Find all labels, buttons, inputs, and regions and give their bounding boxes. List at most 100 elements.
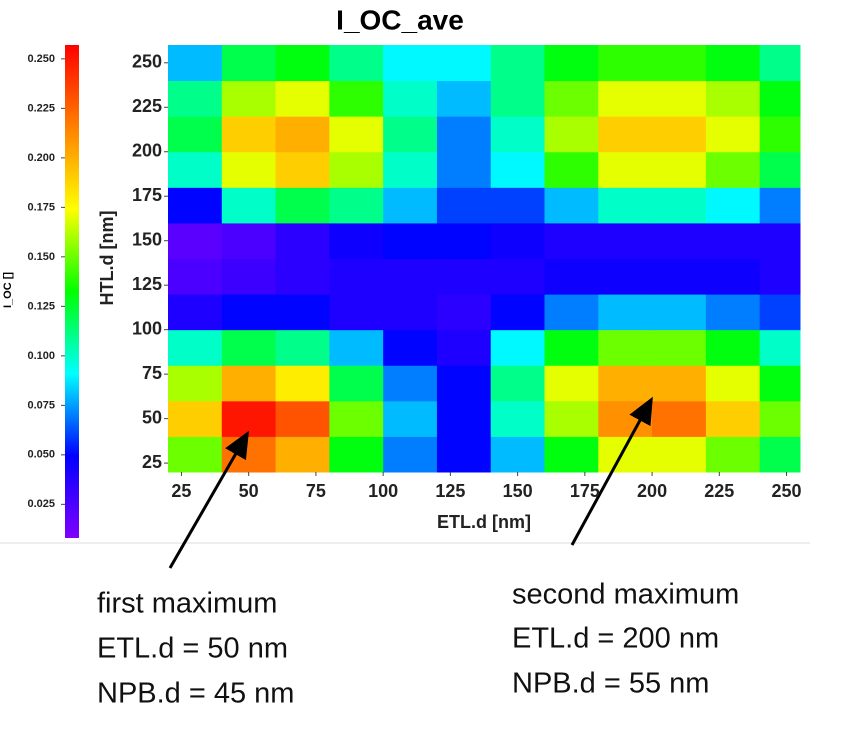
heatmap-cell [221,294,277,331]
heatmap-cell [436,329,492,366]
heatmap-cell [329,294,384,331]
heatmap-cell [705,116,761,153]
colorbar-tick-label: 0.075 [27,399,55,411]
heatmap-cell [598,400,653,437]
y-tick-label: 125 [132,274,162,294]
heatmap-cell [329,329,384,366]
heatmap-cell [705,365,761,402]
heatmap-cell [168,258,223,295]
heatmap-cell [275,187,330,224]
heatmap-cell [652,329,707,366]
heatmap-cell [705,329,761,366]
heatmap-cell [705,45,761,82]
heatmap-cell [275,436,330,473]
heatmap-cell [598,294,653,331]
heatmap-cell [221,400,277,437]
heatmap-cell [652,222,707,259]
heatmap-cell [652,258,707,295]
y-tick-label: 25 [142,452,162,472]
heatmap-cell [759,222,801,259]
heatmap-cell [490,436,546,473]
heatmap-cell [168,80,223,117]
heatmap-cell [221,222,277,259]
heatmap-cell [490,116,546,153]
heatmap-cell [383,187,438,224]
y-tick-label: 225 [132,96,162,116]
x-tick-label: 125 [435,481,465,501]
heatmap-cell [436,116,492,153]
heatmap-cell [168,294,223,331]
heatmap-cell [652,400,707,437]
y-tick-label: 250 [132,52,162,72]
heatmap-cell [544,222,599,259]
heatmap-cell [168,365,223,402]
heatmap-cell [759,329,801,366]
heatmap-cell [275,294,330,331]
heatmap-cell [329,436,384,473]
heatmap-cell [652,116,707,153]
heatmap-cell [759,258,801,295]
heatmap-cell [544,151,599,188]
heatmap-cell [275,116,330,153]
heatmap-cell [329,45,384,82]
heatmap-cell [598,187,653,224]
x-tick-label: 75 [306,481,326,501]
heatmap-cell [652,80,707,117]
heatmap-cell [759,187,801,224]
heatmap-cell [275,45,330,82]
y-axis-label: HTL.d [nm] [97,211,117,306]
arrow [168,430,249,569]
heatmap-cell [705,258,761,295]
annotation: first maximum [97,588,277,620]
x-tick-label: 250 [772,481,802,501]
heatmap-cell [221,187,277,224]
heatmap-cell [759,80,801,117]
heatmap-cell [221,258,277,295]
annotation: NPB.d = 45 nm [97,678,294,710]
heatmap-cell [168,436,223,473]
heatmap-cell [221,151,277,188]
heatmap-cell [544,187,599,224]
heatmap-cell [598,329,653,366]
heatmap-cell [383,45,438,82]
heatmap-cell [652,45,707,82]
heatmap-cell [705,187,761,224]
heatmap-cell [383,258,438,295]
heatmap-cell [490,222,546,259]
heatmap-cell [598,222,653,259]
heatmap-cell [544,258,599,295]
chart-title: I_OC_ave [336,4,464,35]
heatmap-cell [383,400,438,437]
colorbar-tick-label: 0.150 [27,251,55,263]
heatmap-cell [329,365,384,402]
heatmap-cell [383,222,438,259]
heatmap-cell [652,151,707,188]
heatmap-cell [221,45,277,82]
x-tick-label: 100 [368,481,398,501]
heatmap-cell [275,258,330,295]
heatmap-cell [383,294,438,331]
heatmap-cell [544,80,599,117]
colorbar-tick-label: 0.100 [27,350,55,362]
colorbar [65,45,79,538]
heatmap-cell [705,151,761,188]
heatmap-cell [759,294,801,331]
heatmap-cell [436,45,492,82]
heatmap-cell [275,151,330,188]
x-tick-label: 200 [637,481,667,501]
colorbar-label: I_OC [] [2,272,14,308]
y-tick-label: 100 [132,318,162,338]
heatmap-cell [221,116,277,153]
annotation: second maximum [512,579,739,611]
heatmap-cell [436,187,492,224]
heatmap-cell [490,294,546,331]
heatmap-cell [436,294,492,331]
x-axis-label: ETL.d [nm] [437,512,531,532]
colorbar-tick-label: 0.250 [27,53,55,65]
heatmap-cell [275,80,330,117]
heatmap-cell [383,329,438,366]
heatmap-cell [436,222,492,259]
y-tick-label: 75 [142,363,162,383]
heatmap-cell [705,294,761,331]
